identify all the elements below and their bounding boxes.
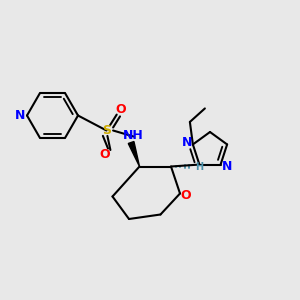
Polygon shape bbox=[128, 142, 140, 167]
Text: N: N bbox=[222, 160, 232, 172]
Text: S: S bbox=[102, 124, 111, 137]
Text: O: O bbox=[116, 103, 126, 116]
Text: NH: NH bbox=[123, 129, 144, 142]
Text: O: O bbox=[100, 148, 110, 161]
Text: H: H bbox=[195, 161, 203, 172]
Text: N: N bbox=[15, 109, 26, 122]
Text: O: O bbox=[180, 189, 191, 203]
Text: N: N bbox=[182, 136, 192, 149]
